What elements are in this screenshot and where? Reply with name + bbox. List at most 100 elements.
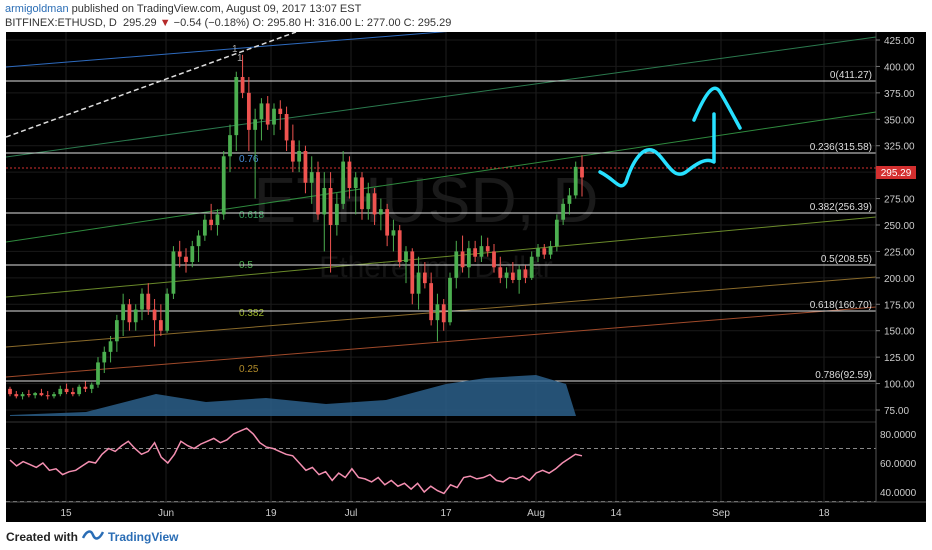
candle-body bbox=[265, 103, 270, 125]
candle-body bbox=[58, 388, 63, 395]
candle-body bbox=[378, 209, 383, 215]
candle-body bbox=[171, 251, 176, 294]
candle-body bbox=[83, 386, 88, 389]
fib-anchor-marker-2: 1 bbox=[237, 53, 243, 64]
candle-body bbox=[33, 393, 38, 396]
candle-body bbox=[391, 230, 396, 236]
candle-body bbox=[96, 362, 100, 385]
price-change: −0.54 (−0.18%) bbox=[173, 17, 250, 29]
candle-body bbox=[561, 203, 566, 220]
author-link[interactable]: armigoldman bbox=[5, 3, 69, 15]
candle-body bbox=[108, 341, 113, 352]
trend-line-dashed bbox=[5, 31, 297, 138]
candle-body bbox=[316, 172, 320, 215]
time-tick-label: Jun bbox=[158, 508, 174, 519]
candle-body bbox=[234, 77, 239, 136]
volume-area bbox=[10, 375, 576, 416]
candle-body bbox=[64, 388, 69, 393]
price-tick-label: 175.00 bbox=[884, 300, 915, 311]
candle-body bbox=[397, 230, 402, 262]
time-tick-label: 14 bbox=[610, 508, 622, 519]
candle-body bbox=[152, 309, 157, 321]
high-value: H: 316.00 bbox=[303, 17, 352, 29]
footer: Created with TradingView bbox=[0, 522, 932, 550]
fib-anchor-marker: 1 bbox=[232, 44, 238, 55]
candle-body bbox=[121, 304, 126, 321]
candle-body bbox=[278, 108, 283, 114]
fib-level-label: 0.382(256.39) bbox=[810, 202, 872, 213]
candle-body bbox=[202, 219, 207, 236]
candle-body bbox=[26, 394, 31, 396]
price-tick-label: 150.00 bbox=[884, 327, 915, 338]
symbol-name: BITFINEX:ETHUSD, D bbox=[5, 17, 117, 29]
tradingview-logo-icon bbox=[81, 528, 105, 545]
candle-body bbox=[460, 251, 465, 268]
candle-body bbox=[133, 309, 138, 323]
candle-body bbox=[510, 272, 515, 280]
low-value: L: 277.00 bbox=[354, 17, 401, 29]
grid-lines bbox=[6, 32, 876, 502]
price-tick-label: 250.00 bbox=[884, 221, 915, 232]
candle-body bbox=[177, 251, 182, 257]
fib-level-label: 0.5(208.55) bbox=[821, 254, 872, 265]
candle-body bbox=[215, 214, 220, 225]
time-tick-label: Sep bbox=[712, 508, 730, 519]
candle-body bbox=[272, 108, 276, 125]
rsi-axis[interactable]: 80.0000 60.0000 40.0000 bbox=[880, 430, 917, 499]
candle-body bbox=[334, 203, 339, 225]
candle-body bbox=[479, 246, 484, 257]
candle-body bbox=[410, 251, 415, 294]
rsi-tick-label: 80.0000 bbox=[880, 430, 917, 441]
candlestick-series bbox=[8, 54, 584, 400]
candle-body bbox=[77, 386, 82, 395]
candle-body bbox=[89, 384, 94, 389]
candle-body bbox=[485, 246, 490, 252]
candle-body bbox=[45, 395, 50, 397]
candle-body bbox=[429, 283, 434, 321]
chart-area[interactable]: ETHUSD, D Ethereum / Dollar 0.76 0.618 0.5… bbox=[5, 0, 926, 522]
candle-body bbox=[448, 277, 452, 323]
fib-level-label: 0.618(160.70) bbox=[810, 300, 872, 311]
fib-level-label: 0.236(315.58) bbox=[810, 142, 872, 153]
published-text: published on TradingView.com, August 09,… bbox=[71, 3, 362, 15]
candle-body bbox=[39, 393, 44, 396]
candle-body bbox=[548, 246, 553, 255]
candle-body bbox=[184, 256, 188, 262]
candle-body bbox=[221, 156, 226, 215]
chart-header: armigoldman published on TradingView.com… bbox=[0, 0, 932, 32]
candle-body bbox=[416, 272, 421, 294]
tradingview-link[interactable]: TradingView bbox=[108, 530, 179, 544]
candle-body bbox=[341, 161, 346, 204]
candle-body bbox=[536, 248, 540, 257]
candle-body bbox=[246, 92, 251, 130]
candle-body bbox=[404, 251, 408, 262]
current-price-tag bbox=[876, 166, 916, 179]
time-tick-label: 19 bbox=[265, 508, 277, 519]
price-tick-label: 400.00 bbox=[884, 62, 915, 73]
candle-body bbox=[385, 209, 390, 236]
price-chart[interactable]: ETHUSD, D Ethereum / Dollar 0.760.6180.5… bbox=[5, 0, 926, 522]
candle-body bbox=[253, 119, 258, 130]
projection-drawing[interactable] bbox=[598, 86, 742, 188]
fib-retracement[interactable]: 0(411.27) 0.236(315.58) 0.382(256.39) 0.5(2… bbox=[6, 70, 876, 382]
candle-body bbox=[573, 166, 578, 196]
candle-body bbox=[328, 188, 333, 225]
candle-body bbox=[20, 394, 25, 397]
time-tick-label: Jul bbox=[345, 508, 358, 519]
candle-body bbox=[102, 351, 107, 363]
channel-level-label: 0.382 bbox=[239, 308, 264, 319]
time-axis[interactable]: 15 Jun 19 Jul 17 Aug 14 Sep 18 bbox=[6, 501, 926, 519]
price-tick-label: 325.00 bbox=[884, 142, 915, 153]
channel-line bbox=[5, 306, 877, 378]
candle-body bbox=[441, 304, 446, 323]
price-tick-label: 425.00 bbox=[884, 36, 915, 47]
channel-line bbox=[5, 36, 877, 158]
candle-body bbox=[435, 304, 440, 321]
candle-body bbox=[542, 248, 547, 255]
candle-body bbox=[14, 394, 19, 397]
fib-level-label: 0(411.27) bbox=[830, 70, 872, 81]
price-tick-label: 100.00 bbox=[884, 380, 915, 391]
channel-line bbox=[5, 216, 877, 298]
channel-line bbox=[5, 111, 877, 243]
candle-body bbox=[146, 293, 151, 310]
